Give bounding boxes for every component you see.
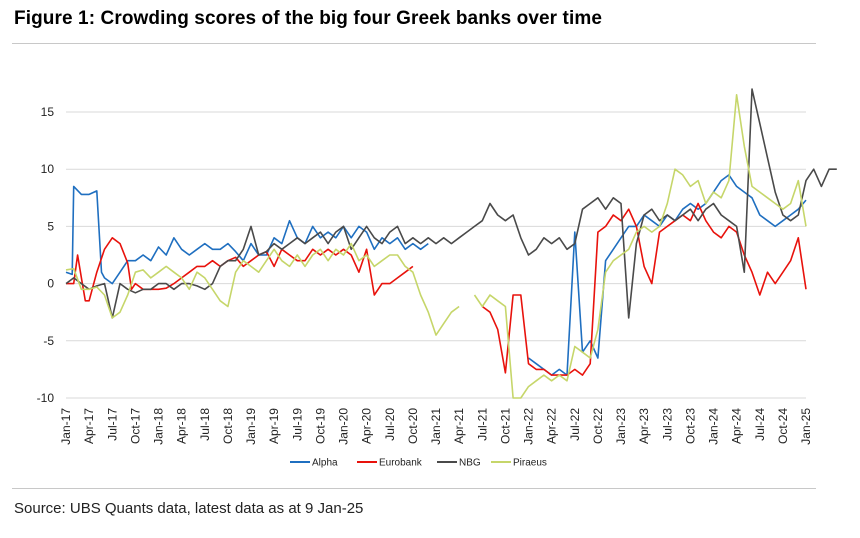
y-tick-label: 15 bbox=[41, 105, 55, 119]
x-tick-label: Jul-21 bbox=[475, 408, 489, 441]
series-line-eurobank bbox=[66, 202, 807, 376]
x-tick-label: Oct-24 bbox=[776, 408, 790, 444]
x-tick-label: Oct-19 bbox=[313, 408, 327, 444]
source-note: Source: UBS Quants data, latest data as … bbox=[14, 500, 364, 517]
y-tick-label: 0 bbox=[47, 277, 54, 291]
x-tick-label: Apr-21 bbox=[452, 408, 466, 444]
x-tick-label: Oct-21 bbox=[498, 408, 512, 444]
x-tick-label: Oct-22 bbox=[591, 408, 605, 444]
x-tick-label: Jan-20 bbox=[337, 408, 351, 445]
x-tick-label: Jul-24 bbox=[753, 408, 767, 441]
x-tick-label: Apr-22 bbox=[545, 408, 559, 444]
legend-label-nbg: NBG bbox=[459, 458, 481, 469]
x-tick-label: Jul-19 bbox=[290, 408, 304, 441]
x-tick-label: Jul-17 bbox=[105, 408, 119, 441]
x-tick-label: Apr-20 bbox=[360, 408, 374, 444]
legend-label-alpha: Alpha bbox=[312, 458, 338, 469]
y-tick-label: 5 bbox=[47, 219, 54, 233]
x-tick-label: Jan-22 bbox=[522, 408, 536, 445]
x-tick-label: Oct-20 bbox=[406, 408, 420, 444]
y-tick-label: 10 bbox=[41, 162, 55, 176]
x-tick-label: Jan-17 bbox=[59, 408, 73, 445]
y-axis-ticks: 15 10 5 0 -5 -10 bbox=[37, 105, 55, 405]
x-tick-label: Jul-20 bbox=[383, 408, 397, 441]
x-tick-label: Apr-19 bbox=[267, 408, 281, 444]
x-tick-label: Jan-24 bbox=[707, 408, 721, 445]
x-tick-label: Apr-18 bbox=[175, 408, 189, 444]
x-tick-label: Jul-22 bbox=[568, 408, 582, 441]
legend-label-piraeus: Piraeus bbox=[513, 458, 547, 469]
x-tick-label: Jul-18 bbox=[198, 408, 212, 441]
y-tick-label: -5 bbox=[43, 334, 54, 348]
x-tick-label: Apr-17 bbox=[82, 408, 96, 444]
y-tick-label: -10 bbox=[37, 391, 55, 405]
x-tick-label: Jan-18 bbox=[152, 408, 166, 445]
gridlines bbox=[66, 111, 806, 399]
x-tick-label: Oct-18 bbox=[221, 408, 235, 444]
x-axis-ticks: Jan-17 Apr-17 Jul-17 Oct-17 Jan-18 Apr-18 Jul-… bbox=[59, 408, 813, 445]
x-tick-label: Jul-23 bbox=[660, 408, 674, 441]
top-rule bbox=[12, 43, 816, 44]
series-lines bbox=[65, 88, 837, 399]
x-tick-label: Jan-23 bbox=[614, 408, 628, 445]
x-tick-label: Apr-23 bbox=[637, 408, 651, 444]
x-tick-label: Oct-23 bbox=[683, 408, 697, 444]
legend: Alpha Eurobank NBG Piraeus bbox=[290, 458, 547, 469]
x-tick-label: Jan-25 bbox=[799, 408, 813, 445]
bottom-rule bbox=[12, 488, 816, 489]
figure-title: Figure 1: Crowding scores of the big fou… bbox=[14, 8, 603, 29]
series-line-nbg bbox=[65, 88, 837, 319]
x-tick-label: Oct-17 bbox=[128, 408, 142, 444]
legend-label-eurobank: Eurobank bbox=[379, 458, 423, 469]
series-line-piraeus bbox=[65, 94, 807, 399]
x-tick-label: Jan-19 bbox=[244, 408, 258, 445]
x-tick-label: Apr-24 bbox=[730, 408, 744, 444]
x-tick-label: Jan-21 bbox=[429, 408, 443, 445]
